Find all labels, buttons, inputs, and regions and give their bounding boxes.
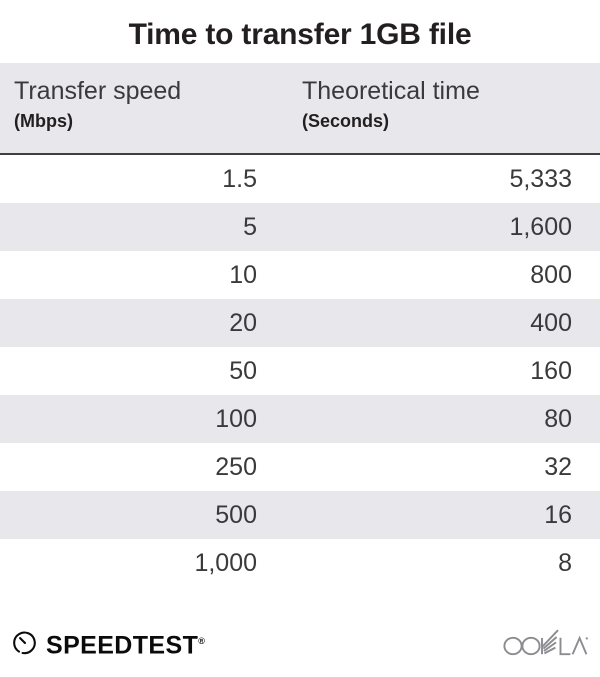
cell-theoretical-time: 16: [544, 501, 572, 529]
cell-transfer-speed: 500: [215, 501, 257, 529]
cell-transfer-speed: 100: [215, 405, 257, 433]
column-header-theoretical-time-unit: (Seconds): [302, 111, 390, 131]
column-header-transfer-speed-label: Transfer speed: [14, 77, 182, 105]
speedtest-trademark-symbol: ®: [198, 635, 205, 646]
table-row: 1,000 8: [0, 539, 600, 587]
table-row: 20 400: [0, 299, 600, 347]
speedtest-logo: SPEEDTEST®: [12, 625, 205, 661]
table-row: 250 32: [0, 443, 600, 491]
column-header-transfer-speed: Transfer speed (Mbps): [14, 76, 181, 134]
cell-theoretical-time: 8: [558, 549, 572, 577]
table-row: 50 160: [0, 347, 600, 395]
table-row: 100 80: [0, 395, 600, 443]
cell-theoretical-time: 400: [530, 309, 572, 337]
transfer-time-table: Transfer speed (Mbps) Theoretical time (…: [0, 63, 600, 587]
speedometer-gauge-icon: [12, 630, 38, 656]
cell-theoretical-time: 800: [530, 261, 572, 289]
cell-transfer-speed: 20: [229, 309, 257, 337]
cell-transfer-speed: 50: [229, 357, 257, 385]
table-row: 5 1,600: [0, 203, 600, 251]
cell-transfer-speed: 10: [229, 261, 257, 289]
cell-theoretical-time: 5,333: [509, 165, 572, 193]
cell-transfer-speed: 1,000: [194, 549, 257, 577]
speedtest-wordmark-text: SPEEDTEST: [46, 631, 199, 660]
cell-transfer-speed: 1.5: [222, 165, 257, 193]
column-header-theoretical-time: Theoretical time (Seconds): [302, 76, 480, 134]
footer: SPEEDTEST®: [0, 625, 600, 665]
table-row: 10 800: [0, 251, 600, 299]
table-row: 1.5 5,333: [0, 155, 600, 203]
cell-transfer-speed: 250: [215, 453, 257, 481]
column-header-theoretical-time-label: Theoretical time: [302, 77, 480, 105]
cell-theoretical-time: 32: [544, 453, 572, 481]
table-row: 500 16: [0, 491, 600, 539]
cell-theoretical-time: 160: [530, 357, 572, 385]
speedtest-wordmark: SPEEDTEST®: [46, 628, 205, 658]
page-title: Time to transfer 1GB file: [128, 18, 472, 51]
cell-transfer-speed: 5: [243, 213, 257, 241]
ookla-logo: [502, 628, 588, 658]
cell-theoretical-time: 1,600: [509, 213, 572, 241]
cell-theoretical-time: 80: [544, 405, 572, 433]
table-header-row: Transfer speed (Mbps) Theoretical time (…: [0, 63, 600, 155]
column-header-transfer-speed-unit: (Mbps): [14, 111, 73, 131]
